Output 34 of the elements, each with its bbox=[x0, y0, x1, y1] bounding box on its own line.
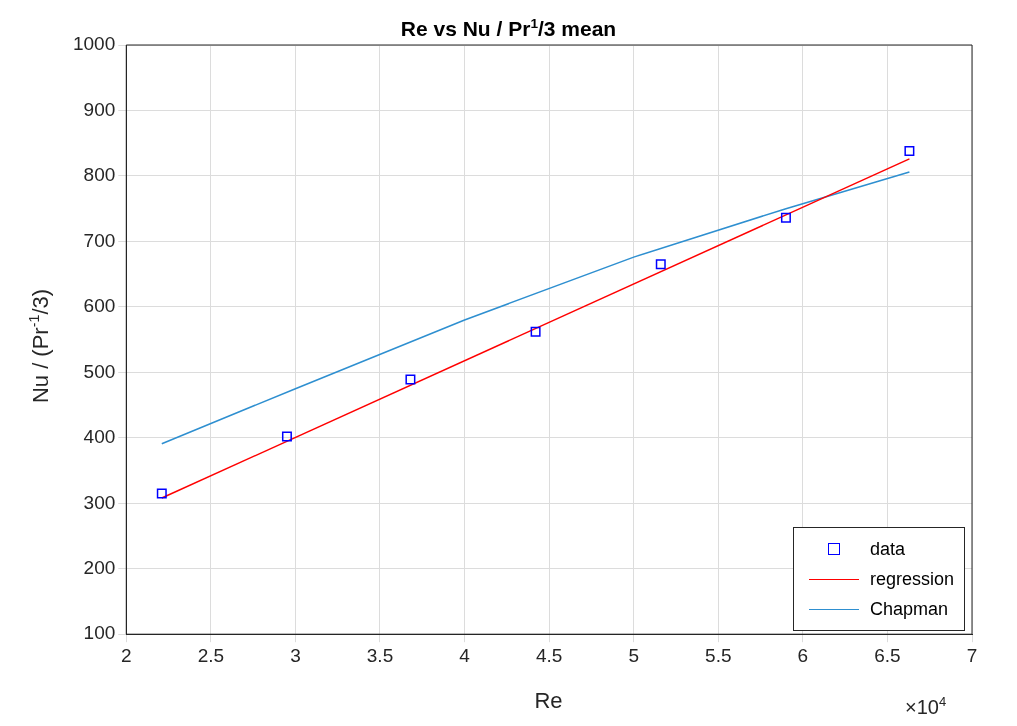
point bbox=[655, 259, 666, 270]
x-tick-label: 4 bbox=[459, 644, 471, 666]
x-tick-label: 2 bbox=[120, 644, 132, 666]
y-tick-label: 1000 bbox=[72, 33, 116, 55]
point bbox=[530, 326, 541, 337]
point bbox=[405, 374, 416, 385]
y-tick-label: 100 bbox=[83, 622, 116, 644]
y-tick-label: 600 bbox=[83, 295, 116, 317]
y-tick-label: 900 bbox=[83, 98, 116, 120]
point bbox=[904, 146, 915, 157]
y-tick-label: 400 bbox=[83, 426, 116, 448]
x-tick-label: 7 bbox=[966, 644, 978, 666]
x-axis-title: Re bbox=[534, 688, 563, 713]
x-tick-label: 6.5 bbox=[874, 644, 901, 666]
y-tick-label: 800 bbox=[83, 164, 116, 186]
x-tick-label: 6 bbox=[797, 644, 809, 666]
y-tick-label: 200 bbox=[83, 556, 116, 578]
text: ×10$^{4}$ bbox=[905, 694, 947, 719]
point bbox=[281, 431, 292, 442]
x-tick-label: 3.5 bbox=[366, 644, 394, 666]
x-tick-label: 4.5 bbox=[535, 644, 563, 666]
legend-label: regression bbox=[869, 568, 954, 590]
legend-label: Chapman bbox=[869, 598, 948, 620]
x-tick-label: 5 bbox=[628, 644, 639, 666]
x-tick-label: 3 bbox=[290, 644, 301, 666]
point bbox=[156, 488, 167, 499]
y-tick-label: 700 bbox=[83, 229, 116, 251]
point bbox=[780, 212, 791, 223]
x-tick-label: 5.5 bbox=[705, 644, 732, 666]
x-tick-label: 2.5 bbox=[197, 644, 225, 666]
y-tick-label: 300 bbox=[83, 491, 116, 513]
legend-label: data bbox=[869, 538, 905, 560]
y-tick-label: 500 bbox=[83, 360, 116, 382]
chart-title: Re vs Nu / Pr$^{1}$/3 mean bbox=[400, 16, 617, 40]
